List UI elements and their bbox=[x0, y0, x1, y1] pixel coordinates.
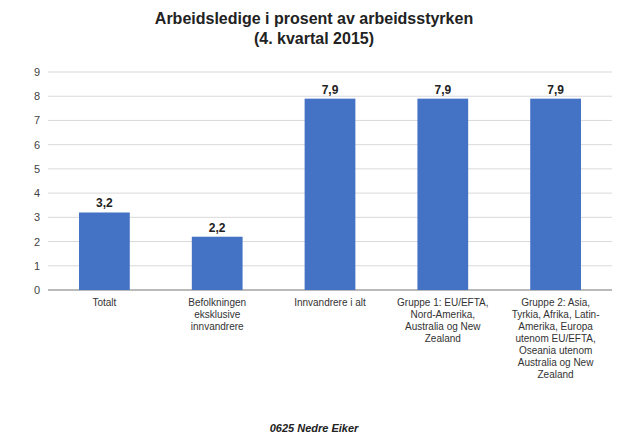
y-tick-label: 6 bbox=[34, 139, 40, 151]
y-tick-label: 4 bbox=[34, 187, 40, 199]
y-tick-label: 5 bbox=[34, 163, 40, 175]
y-tick-label: 3 bbox=[34, 211, 40, 223]
grid-line bbox=[48, 72, 612, 73]
bar bbox=[79, 212, 130, 290]
bar bbox=[417, 99, 468, 290]
bar bbox=[530, 99, 581, 290]
x-tick-label: Totalt bbox=[92, 297, 116, 308]
bar bbox=[192, 237, 243, 290]
bars bbox=[79, 99, 581, 290]
y-tick-label: 0 bbox=[34, 284, 40, 296]
bar bbox=[305, 99, 356, 290]
chart: Arbeidsledige i prosent av arbeidsstyrke… bbox=[0, 0, 628, 442]
data-label: 2,2 bbox=[209, 221, 226, 235]
y-axis: 0 1 2 3 4 5 6 7 8 9 bbox=[34, 66, 40, 296]
x-tick-label: Innvandrere i alt bbox=[294, 297, 366, 308]
y-tick-label: 9 bbox=[34, 66, 40, 78]
data-labels: 3,2 2,2 7,9 7,9 7,9 bbox=[96, 83, 564, 235]
x-tick-label: Gruppe 1: EU/EFTA,Nord-Amerika,Australia… bbox=[397, 297, 489, 344]
chart-container: Arbeidsledige i prosent av arbeidsstyrke… bbox=[0, 0, 628, 442]
title: Arbeidsledige i prosent av arbeidsstyrke… bbox=[155, 10, 473, 47]
data-label: 7,9 bbox=[434, 83, 451, 97]
x-axis-label: 0625 Nedre Eiker bbox=[270, 422, 359, 434]
y-tick-label: 7 bbox=[34, 114, 40, 126]
grid bbox=[48, 72, 612, 290]
data-label: 3,2 bbox=[96, 196, 113, 210]
y-tick-label: 8 bbox=[34, 90, 40, 102]
y-tick-label: 1 bbox=[34, 260, 40, 272]
data-label: 7,9 bbox=[322, 83, 339, 97]
x-axis: Totalt Befolkningeneksklusiveinnvandrere I… bbox=[92, 297, 599, 380]
x-tick-label: Gruppe 2: Asia,Tyrkia, Afrika, Latin-Ame… bbox=[512, 297, 600, 380]
data-label: 7,9 bbox=[547, 83, 564, 97]
x-tick-label: Befolkningeneksklusiveinnvandrere bbox=[188, 297, 246, 332]
y-tick-label: 2 bbox=[34, 236, 40, 248]
